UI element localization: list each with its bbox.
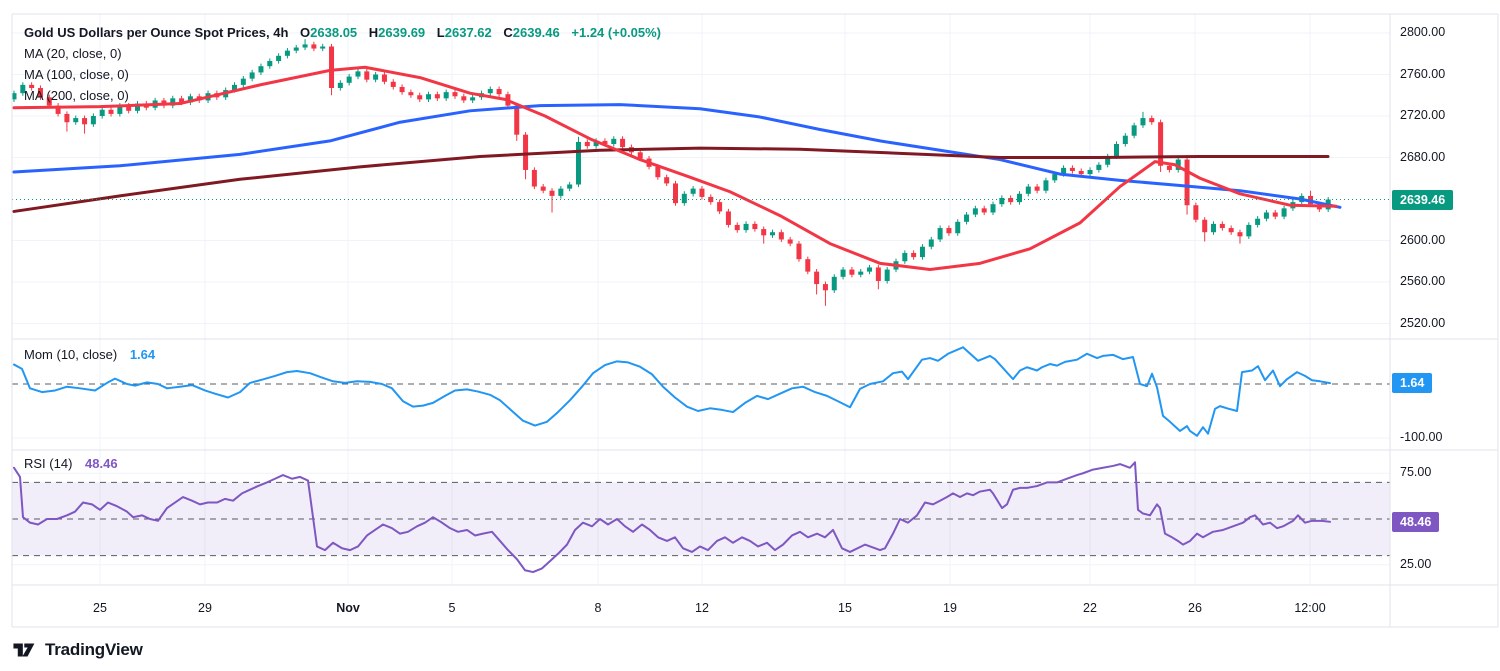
price-axis-label: 2520.00 bbox=[1400, 315, 1446, 330]
close-value: 2639.46 bbox=[512, 25, 560, 40]
time-axis[interactable]: 25 29 Nov 5 8 12 15 19 22 26 12:00 bbox=[0, 601, 1390, 627]
price-axis-label: 2680.00 bbox=[1400, 149, 1446, 164]
symbol-title: Gold US Dollars per Ounce Spot Prices, 4… bbox=[24, 25, 289, 40]
rsi-label: RSI (14) bbox=[24, 456, 73, 471]
time-axis-label: 25 bbox=[93, 601, 107, 615]
open-value: 2638.05 bbox=[310, 25, 358, 40]
momentum-axis[interactable]: -100.00 bbox=[1391, 340, 1500, 450]
tradingview-logo[interactable]: TradingView bbox=[12, 640, 143, 660]
time-axis-label: 22 bbox=[1083, 601, 1097, 615]
time-axis-label: 8 bbox=[594, 601, 602, 615]
time-axis-label: 26 bbox=[1188, 601, 1202, 615]
price-axis-label: 2800.00 bbox=[1400, 25, 1446, 39]
time-axis-label: 12:00 bbox=[1294, 601, 1326, 615]
rsi-axis-label: 75.00 bbox=[1400, 465, 1432, 480]
low-label: L bbox=[436, 25, 445, 40]
rsi-axis[interactable]: 75.00 25.00 bbox=[1391, 450, 1500, 585]
momentum-value: 1.64 bbox=[129, 347, 156, 362]
rsi-value: 48.46 bbox=[85, 456, 118, 471]
ma100-legend[interactable]: MA (100, close, 0) bbox=[24, 67, 129, 82]
legend-panel: Gold US Dollars per Ounce Spot Prices, 4… bbox=[24, 22, 661, 106]
close-label: C bbox=[503, 25, 513, 40]
tradingview-logo-text: TradingView bbox=[45, 640, 143, 659]
current-price-badge: 2639.46 bbox=[1392, 189, 1454, 210]
rsi-value-badge: 48.46 bbox=[1392, 511, 1440, 532]
price-axis-label: 2760.00 bbox=[1400, 66, 1446, 81]
price-axis-label: 2560.00 bbox=[1400, 274, 1446, 288]
rsi-legend[interactable]: RSI (14) 48.46 bbox=[24, 456, 118, 471]
price-axis-label: 2600.00 bbox=[1400, 232, 1446, 247]
momentum-label: Mom (10, close) bbox=[24, 347, 118, 362]
momentum-legend[interactable]: Mom (10, close) 1.64 bbox=[24, 347, 155, 362]
time-axis-label: 15 bbox=[838, 601, 852, 615]
high-label: H bbox=[368, 25, 379, 40]
momentum-axis-label: -100.00 bbox=[1400, 430, 1443, 444]
change-value: +1.24 (+0.05%) bbox=[571, 25, 662, 40]
open-label: O bbox=[300, 25, 311, 40]
price-axis-label: 2720.00 bbox=[1400, 108, 1446, 122]
momentum-value-badge: 1.64 bbox=[1392, 373, 1433, 394]
ma200-legend[interactable]: MA (200, close, 0) bbox=[24, 88, 129, 103]
time-axis-label: 5 bbox=[448, 601, 456, 615]
price-axis[interactable]: 2800.00 2760.00 2720.00 2680.00 2600.00 2560.… bbox=[1391, 14, 1500, 334]
rsi-axis-label: 25.00 bbox=[1400, 556, 1432, 571]
ma20-legend[interactable]: MA (20, close, 0) bbox=[24, 46, 122, 61]
time-axis-label: 12 bbox=[695, 601, 709, 615]
high-value: 2639.69 bbox=[378, 25, 426, 40]
time-axis-label: Nov bbox=[336, 601, 360, 615]
tradingview-logo-icon bbox=[13, 643, 35, 657]
symbol-ohlc-row[interactable]: Gold US Dollars per Ounce Spot Prices, 4… bbox=[24, 22, 661, 43]
time-axis-label: 29 bbox=[198, 601, 212, 615]
low-value: 2637.62 bbox=[444, 25, 492, 40]
time-axis-label: 19 bbox=[943, 601, 957, 615]
